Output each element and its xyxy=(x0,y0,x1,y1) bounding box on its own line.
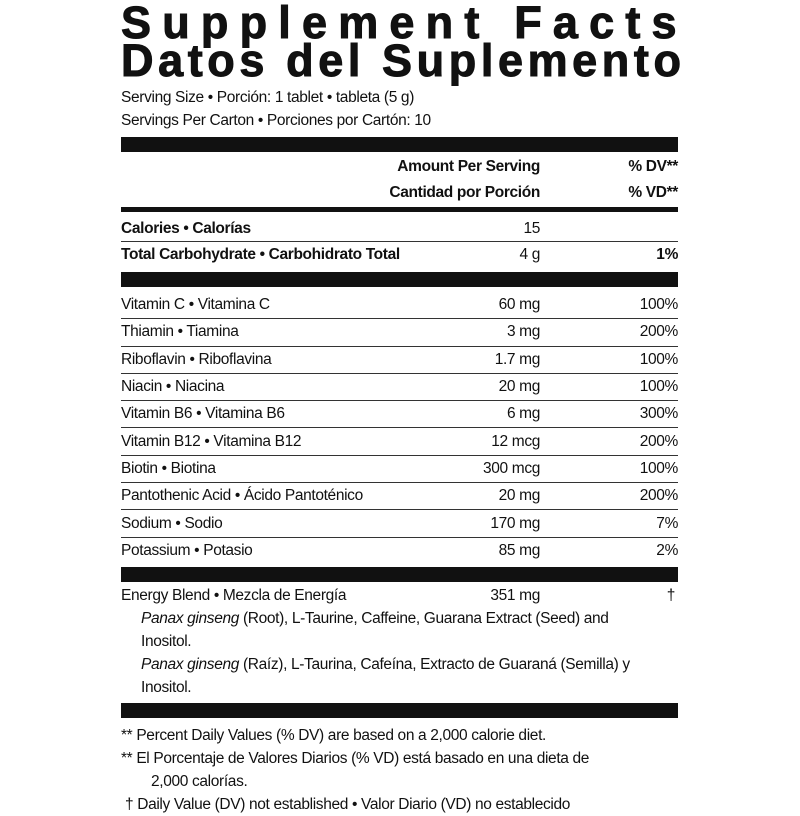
macro-amount: 15 xyxy=(523,219,540,237)
nutrient-dv: 300% xyxy=(639,405,679,423)
nutrient-name: Potassium • Potasio xyxy=(121,542,253,560)
nutrient-row: Thiamin • Tiamina 3 mg 200% xyxy=(121,319,679,347)
nutrient-dv: 100% xyxy=(639,378,679,396)
nutrient-dv: 200% xyxy=(639,487,679,505)
nutrient-dv: 100% xyxy=(639,350,679,368)
divider-thick xyxy=(121,137,678,152)
nutrient-row: Vitamin B12 • Vitamina B12 12 mcg 200% xyxy=(121,428,679,456)
footnote-dv-es: ** El Porcentaje de Valores Diarios (% V… xyxy=(121,749,590,767)
divider-medium xyxy=(121,207,678,212)
nutrient-name: Biotin • Biotina xyxy=(121,459,216,477)
divider-thick xyxy=(121,702,678,718)
nutrient-name: Riboflavin • Riboflavina xyxy=(121,350,272,368)
nutrient-amount: 20 mg xyxy=(498,378,541,396)
nutrient-amount: 12 mcg xyxy=(491,432,540,450)
nutrient-name: Thiamin • Tiamina xyxy=(121,323,239,341)
column-header: Amount Per Serving % DV** Cantidad por Po… xyxy=(121,154,678,206)
supplement-facts-panel: Supplement Facts Datos del Suplemento Se… xyxy=(121,0,688,816)
nutrients-table: Vitamin C • Vitamina C 60 mg 100% Thiamin •… xyxy=(121,292,678,565)
serving-info: Serving Size • Porción: 1 tablet • table… xyxy=(121,87,678,132)
macro-name: Total Carbohydrate • Carbohidrato Total xyxy=(121,246,400,263)
divider-thick xyxy=(121,272,678,287)
title-english: Supplement Facts xyxy=(121,0,688,48)
botanical-name: Panax ginseng xyxy=(141,609,240,627)
amount-header-en: Amount Per Serving xyxy=(397,158,540,175)
blend-amount: 351 mg xyxy=(490,586,540,604)
footnote-dv-es-cont: 2,000 calorías. xyxy=(151,772,248,790)
blend-name: Energy Blend • Mezcla de Energía xyxy=(121,586,347,604)
nutrient-name: Vitamin B12 • Vitamina B12 xyxy=(121,432,302,450)
nutrient-amount: 170 mg xyxy=(490,514,540,532)
nutrient-amount: 60 mg xyxy=(498,296,541,314)
macro-name: Calories • Calorías xyxy=(121,219,251,237)
title-spanish: Datos del Suplemento xyxy=(121,35,686,86)
nutrient-amount: 20 mg xyxy=(498,487,541,505)
nutrient-row: Pantothenic Acid • Ácido Pantoténico 20 m… xyxy=(121,483,679,511)
nutrient-name: Vitamin C • Vitamina C xyxy=(121,296,270,314)
blend-ingredients-en: Panax ginseng (Root), L-Taurine, Caffein… xyxy=(121,607,661,653)
blend-dv: † xyxy=(666,586,676,604)
footnote-dagger: † Daily Value (DV) not established • Val… xyxy=(125,795,571,813)
serving-size: Serving Size • Porción: 1 tablet • table… xyxy=(121,89,415,106)
nutrient-row: Riboflavin • Riboflavina 1.7 mg 100% xyxy=(121,347,678,374)
nutrient-row: Vitamin C • Vitamina C 60 mg 100% xyxy=(121,292,679,320)
footnotes: ** Percent Daily Values (% DV) are based… xyxy=(121,724,678,816)
footnote-dv-en: ** Percent Daily Values (% DV) are based… xyxy=(121,726,546,744)
nutrient-row: Biotin • Biotina 300 mcg 100% xyxy=(121,456,679,484)
nutrient-dv: 200% xyxy=(639,432,679,450)
nutrient-row: Sodium • Sodio 170 mg 7% xyxy=(121,510,678,538)
macro-dv: 1% xyxy=(656,246,678,263)
macros-section: Calories • Calorías 15 Total Carbohydrate… xyxy=(121,216,678,268)
nutrient-row: Niacin • Niacina 20 mg 100% xyxy=(121,374,679,402)
nutrient-dv: 100% xyxy=(639,296,679,314)
nutrient-name: Niacin • Niacina xyxy=(121,378,225,396)
nutrient-name: Sodium • Sodio xyxy=(121,514,223,532)
amount-header-es: Cantidad por Porción xyxy=(389,184,540,201)
dv-header-en: % DV** xyxy=(628,158,678,175)
nutrient-name: Vitamin B6 • Vitamina B6 xyxy=(121,405,285,423)
macro-row: Total Carbohydrate • Carbohidrato Total 4… xyxy=(121,242,678,268)
nutrient-dv: 100% xyxy=(639,459,679,477)
botanical-name: Panax ginseng xyxy=(141,655,240,673)
nutrient-amount: 3 mg xyxy=(506,323,540,341)
nutrient-name: Pantothenic Acid • Ácido Pantoténico xyxy=(121,487,363,505)
nutrient-amount: 300 mcg xyxy=(483,459,540,477)
macro-amount: 4 g xyxy=(519,246,541,263)
nutrient-dv: 200% xyxy=(639,323,679,341)
divider-thick xyxy=(121,566,678,582)
energy-blend: Energy Blend • Mezcla de Energía 351 mg † … xyxy=(121,584,678,699)
ingredients-text: (Root), L-Taurine, Caffeine, Guarana Ext… xyxy=(141,609,609,650)
macro-row: Calories • Calorías 15 xyxy=(121,216,678,242)
nutrient-amount: 85 mg xyxy=(498,542,541,560)
dv-header-es: % VD** xyxy=(628,184,678,201)
nutrient-amount: 6 mg xyxy=(506,405,540,423)
blend-ingredients-es: Panax ginseng (Raíz), L-Taurina, Cafeína… xyxy=(121,653,661,699)
nutrient-dv: 7% xyxy=(656,514,678,532)
servings-per-container: Servings Per Carton • Porciones por Cart… xyxy=(121,111,431,129)
nutrient-row: Potassium • Potasio 85 mg 2% xyxy=(121,538,678,565)
ingredients-text: (Raíz), L-Taurina, Cafeína, Extracto de … xyxy=(141,655,630,696)
nutrient-dv: 2% xyxy=(656,542,678,560)
nutrient-row: Vitamin B6 • Vitamina B6 6 mg 300% xyxy=(121,401,679,429)
nutrient-amount: 1.7 mg xyxy=(494,350,541,368)
